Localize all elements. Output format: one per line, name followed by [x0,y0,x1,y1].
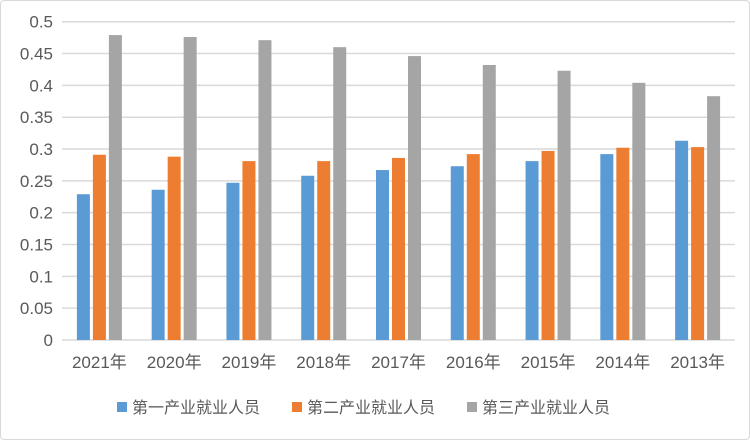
bar-3-2021年 [108,35,122,340]
bar-1-2014年 [600,154,614,340]
y-tick-label: 0.25 [20,172,53,191]
y-tick-label: 0.4 [29,76,53,95]
legend-label: 第三产业就业人员 [482,399,610,417]
x-tick-label: 2015年 [521,353,576,372]
legend-label: 第一产业就业人员 [132,399,260,417]
x-tick-label: 2013年 [670,353,725,372]
legend-label: 第二产业就业人员 [307,399,435,417]
x-tick-label: 2021年 [72,353,127,372]
y-tick-label: 0.3 [29,140,53,159]
y-tick-label: 0.35 [20,108,53,127]
bar-2-2020年 [167,156,181,340]
bar-3-2018年 [333,47,347,340]
bar-1-2019年 [226,182,240,340]
y-tick-label: 0.45 [20,45,53,64]
y-tick-label: 0.05 [20,299,53,318]
bar-3-2014年 [632,82,646,340]
bar-1-2018年 [301,175,315,340]
bar-1-2017年 [376,170,389,340]
bar-1-2015年 [525,161,539,340]
bar-1-2021年 [76,194,90,340]
bar-3-2017年 [408,56,421,340]
bar-3-2020年 [183,36,197,341]
bar-2-2017年 [392,157,405,340]
bar-3-2013年 [707,96,721,341]
bar-2-2016年 [466,154,480,340]
x-tick-label: 2019年 [222,353,277,372]
bar-2-2014年 [616,147,630,340]
bar-1-2013年 [675,140,689,340]
x-tick-label: 2020年 [147,353,202,372]
bar-2-2013年 [691,147,705,340]
bar-3-2016年 [482,64,496,340]
bar-2-2019年 [242,161,256,340]
legend-swatch [292,402,302,412]
legend-swatch [467,402,477,412]
y-tick-label: 0.1 [29,267,53,286]
x-tick-label: 2016年 [446,353,501,372]
bar-2-2015年 [541,150,555,340]
y-tick-label: 0.2 [29,204,53,223]
bar-1-2016年 [450,166,464,340]
x-tick-label: 2017年 [371,353,426,372]
bar-3-2019年 [258,40,272,340]
bar-2-2021年 [92,154,106,340]
x-tick-label: 2018年 [296,353,351,372]
bar-1-2020年 [151,189,165,340]
y-tick-label: 0.5 [29,13,53,32]
x-tick-label: 2014年 [595,353,650,372]
y-tick-label: 0 [44,331,53,350]
bar-3-2015年 [557,70,571,340]
bar-2-2018年 [317,161,331,340]
y-tick-label: 0.15 [20,236,53,255]
legend-swatch [117,402,127,412]
